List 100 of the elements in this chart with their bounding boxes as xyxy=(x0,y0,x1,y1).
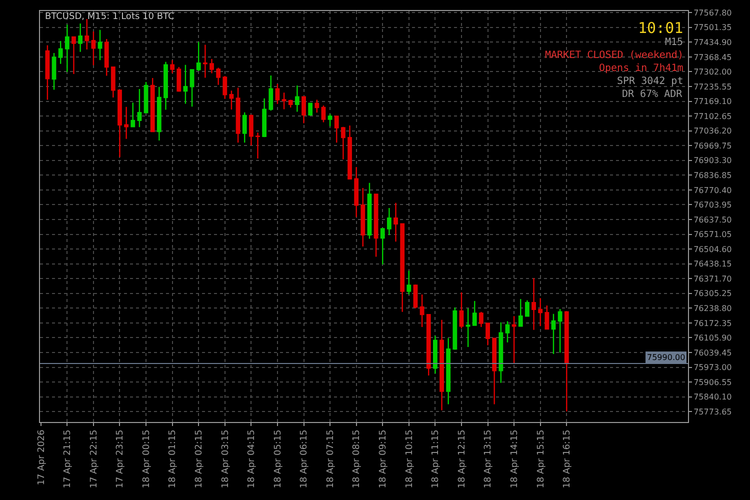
annotation: MARKET CLOSED (weekend) xyxy=(545,50,684,61)
y-tick-label: 76571.05 xyxy=(694,230,732,240)
x-tick-label: 17 Apr 21:15 xyxy=(63,430,74,488)
annotation: Opens in 7h41m xyxy=(599,63,684,74)
candlestick xyxy=(472,300,477,326)
candlestick xyxy=(459,292,464,329)
candlestick xyxy=(72,36,76,75)
candlestick xyxy=(314,99,320,114)
candlestick xyxy=(262,98,267,138)
candlestick xyxy=(348,124,352,180)
candlestick xyxy=(466,308,470,348)
x-tick-label: 18 Apr 06:15 xyxy=(300,430,310,488)
candlestick xyxy=(110,66,116,98)
y-tick-label: 76172.35 xyxy=(694,318,732,328)
candlestick xyxy=(45,44,50,100)
candlestick xyxy=(413,284,418,309)
x-tick-label: 18 Apr 15:15 xyxy=(536,430,546,488)
annotation: M15 xyxy=(665,37,684,48)
candlestick xyxy=(268,74,274,112)
candlestick xyxy=(104,38,109,76)
candlestick xyxy=(374,193,378,258)
candlestick xyxy=(288,99,293,108)
candlestick xyxy=(91,30,96,66)
y-tick-label: 76969.75 xyxy=(694,141,732,150)
x-tick-label: 18 Apr 13:15 xyxy=(484,430,494,488)
candlestick xyxy=(440,319,444,411)
y-tick-label: 75906.55 xyxy=(694,378,732,387)
candlestick xyxy=(98,29,102,61)
candlestick xyxy=(236,87,240,144)
x-tick-label: 18 Apr 04:15 xyxy=(247,430,258,488)
y-tick-label: 77434.90 xyxy=(694,38,732,47)
candlestick xyxy=(210,58,214,74)
candlestick xyxy=(512,316,516,364)
y-tick-label: 77567.80 xyxy=(694,8,732,18)
x-tick-label: 18 Apr 14:15 xyxy=(510,430,520,488)
candlestick xyxy=(420,294,424,328)
y-tick-label: 76238.80 xyxy=(694,304,732,313)
candlestick xyxy=(340,126,346,160)
candlestick xyxy=(137,88,142,128)
candlestick xyxy=(176,66,182,92)
x-tick-label: 18 Apr 11:15 xyxy=(431,430,442,488)
candlestick xyxy=(558,308,562,354)
candlestick xyxy=(498,322,504,384)
candlestick xyxy=(294,84,300,112)
y-tick-label: 75973.00 xyxy=(694,363,732,372)
y-tick-label: 76105.90 xyxy=(694,334,732,343)
candlestick xyxy=(328,113,332,127)
y-tick-label: 76371.70 xyxy=(694,274,732,284)
candlestick xyxy=(478,311,484,328)
y-tick-label: 76305.25 xyxy=(694,289,732,298)
y-tick-label: 77302.00 xyxy=(694,68,732,77)
y-tick-label: 77036.20 xyxy=(694,126,732,136)
candlestick xyxy=(84,18,90,50)
candlestick xyxy=(216,67,221,86)
candlestick xyxy=(308,102,313,116)
candlestick xyxy=(354,166,359,218)
candlestick xyxy=(229,90,234,110)
x-tick-label: 18 Apr 03:15 xyxy=(220,430,231,488)
x-tick-label: 18 Apr 08:15 xyxy=(352,430,362,488)
candlestick xyxy=(256,132,260,160)
y-tick-label: 76703.95 xyxy=(694,200,732,210)
x-tick-label: 17 Apr 23:15 xyxy=(116,430,126,488)
y-tick-label: 77102.65 xyxy=(694,112,732,121)
candlestick xyxy=(406,270,412,296)
candlestick xyxy=(130,102,136,128)
candlestick xyxy=(321,104,326,123)
candlestick xyxy=(248,114,254,146)
chart-title: BTCUSD, M15: 1 Lots 10 BTC xyxy=(45,12,174,22)
candlestick xyxy=(386,207,392,236)
candlestick xyxy=(58,40,63,65)
annotation: 10:01 xyxy=(638,19,684,37)
candlestick xyxy=(156,86,162,142)
y-tick-label: 76770.40 xyxy=(694,186,732,195)
candlestick xyxy=(150,77,155,133)
x-tick-label: 18 Apr 10:15 xyxy=(404,430,415,488)
annotation: SPR 3042 pt xyxy=(617,76,684,87)
candlestick xyxy=(426,314,431,376)
y-tick-label: 76438.15 xyxy=(694,260,732,269)
candlestick xyxy=(144,81,148,114)
candlestick xyxy=(52,52,56,90)
candlestick xyxy=(551,313,556,355)
x-tick-label: 18 Apr 01:15 xyxy=(168,430,178,488)
candlestick xyxy=(394,202,398,242)
candlestick xyxy=(432,335,438,374)
candlestick xyxy=(242,112,247,144)
candlestick xyxy=(118,89,122,158)
candlestick xyxy=(400,222,405,313)
candlestick xyxy=(380,227,385,266)
y-tick-label: 76504.60 xyxy=(694,244,732,254)
candlestick xyxy=(446,338,451,405)
y-tick-label: 76637.50 xyxy=(694,215,732,224)
y-tick-label: 75773.65 xyxy=(694,407,732,416)
y-tick-label: 77501.35 xyxy=(694,23,732,32)
ref-line-label: 75990.00 xyxy=(647,353,686,362)
annotation: DR 67% ADR xyxy=(622,89,684,100)
x-tick-label: 18 Apr 02:15 xyxy=(194,430,205,488)
candlestick xyxy=(518,298,523,328)
candlestick xyxy=(78,22,83,53)
candlestick xyxy=(564,310,569,412)
x-tick-label: 18 Apr 16:15 xyxy=(562,430,573,488)
